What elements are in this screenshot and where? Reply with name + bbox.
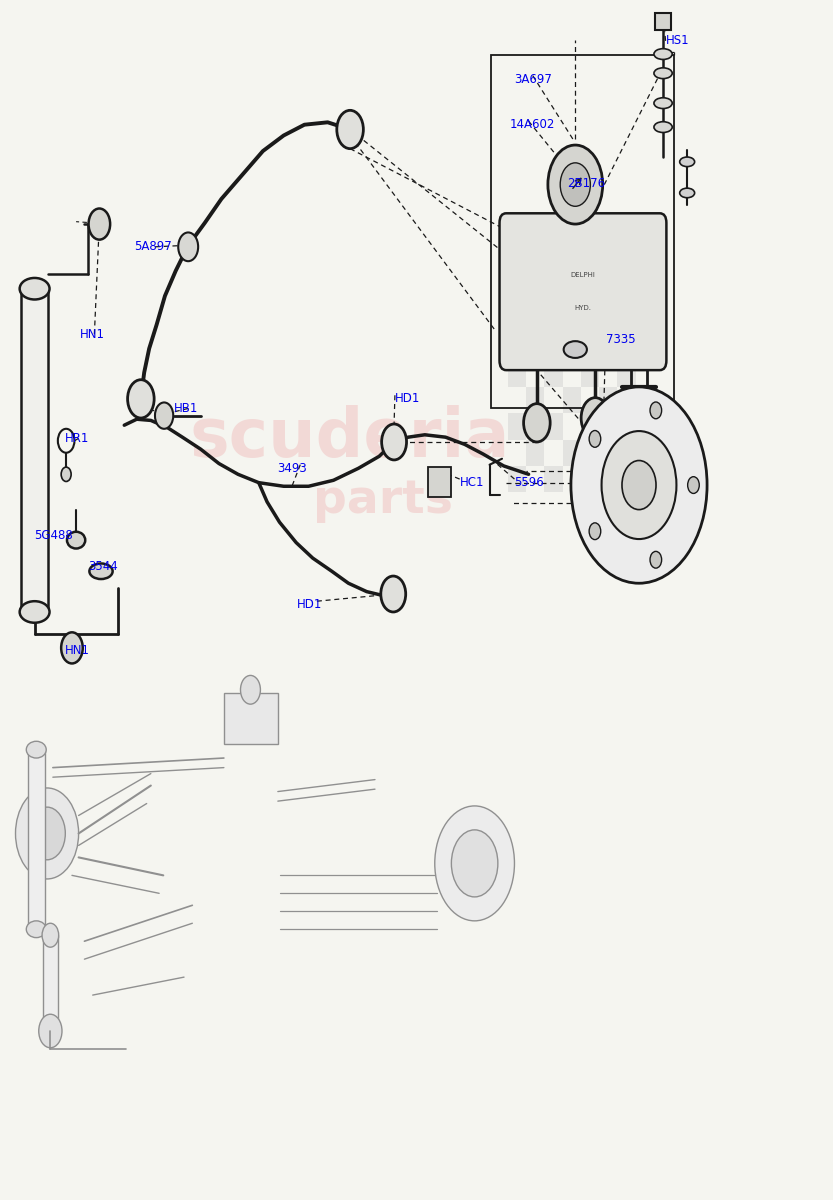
Text: 5596: 5596 <box>515 476 544 490</box>
Bar <box>562 386 581 413</box>
Text: 14A602: 14A602 <box>510 119 555 131</box>
Text: HN1: HN1 <box>64 643 89 656</box>
Bar <box>544 360 562 386</box>
Bar <box>581 360 599 386</box>
Bar <box>599 335 617 360</box>
Bar <box>562 439 581 466</box>
Text: 5G488: 5G488 <box>35 529 73 542</box>
Circle shape <box>337 110 363 149</box>
Text: HD1: HD1 <box>395 392 421 406</box>
Text: HS1: HS1 <box>666 35 689 47</box>
Bar <box>526 335 544 360</box>
Bar <box>617 413 636 439</box>
Bar <box>599 439 617 466</box>
Text: HN1: HN1 <box>80 328 105 341</box>
Ellipse shape <box>67 532 85 548</box>
Bar <box>562 335 581 360</box>
Bar <box>544 466 562 492</box>
Bar <box>491 55 674 408</box>
Circle shape <box>88 209 110 240</box>
Bar <box>28 750 44 929</box>
Ellipse shape <box>89 564 112 580</box>
Text: DELPHI: DELPHI <box>571 272 596 278</box>
Text: HYD.: HYD. <box>575 305 591 311</box>
Ellipse shape <box>20 601 49 623</box>
Circle shape <box>127 379 154 418</box>
Circle shape <box>589 431 601 448</box>
Ellipse shape <box>20 278 49 300</box>
Bar <box>636 386 654 413</box>
FancyBboxPatch shape <box>500 214 666 370</box>
Ellipse shape <box>654 97 672 108</box>
Circle shape <box>381 576 406 612</box>
Bar <box>636 439 654 466</box>
Ellipse shape <box>680 188 695 198</box>
Bar <box>581 413 599 439</box>
Bar <box>508 413 526 439</box>
Circle shape <box>548 145 603 224</box>
Text: HC1: HC1 <box>460 476 484 490</box>
Circle shape <box>571 386 707 583</box>
Bar <box>581 308 599 335</box>
Circle shape <box>581 397 610 438</box>
Ellipse shape <box>27 920 46 937</box>
Circle shape <box>42 923 58 947</box>
Ellipse shape <box>27 742 46 758</box>
Bar <box>508 466 526 492</box>
Bar <box>599 386 617 413</box>
Circle shape <box>601 431 676 539</box>
Circle shape <box>16 788 78 878</box>
Text: 3A697: 3A697 <box>515 73 552 85</box>
Text: 5A897: 5A897 <box>134 240 172 253</box>
Text: 3544: 3544 <box>88 560 118 572</box>
Circle shape <box>561 163 591 206</box>
Bar <box>508 308 526 335</box>
Circle shape <box>622 461 656 510</box>
Bar <box>655 13 671 30</box>
Text: parts: parts <box>313 478 453 523</box>
Circle shape <box>241 676 261 704</box>
Bar <box>581 466 599 492</box>
Text: HB1: HB1 <box>174 402 198 415</box>
Circle shape <box>688 476 699 493</box>
Ellipse shape <box>564 341 587 358</box>
Text: 2B176: 2B176 <box>567 176 606 190</box>
Bar <box>636 335 654 360</box>
Bar <box>428 467 451 497</box>
Bar <box>617 360 636 386</box>
Bar <box>22 289 47 612</box>
Bar <box>526 386 544 413</box>
Ellipse shape <box>654 121 672 132</box>
Bar <box>617 308 636 335</box>
Text: 3493: 3493 <box>277 462 307 475</box>
Text: scuderia: scuderia <box>190 406 511 472</box>
Circle shape <box>178 233 198 262</box>
Circle shape <box>589 523 601 540</box>
Text: HR1: HR1 <box>64 432 89 445</box>
Circle shape <box>61 632 82 664</box>
Circle shape <box>435 806 515 920</box>
Text: 7335: 7335 <box>606 332 636 346</box>
Circle shape <box>29 808 65 859</box>
Bar <box>224 694 278 744</box>
Bar <box>544 308 562 335</box>
Circle shape <box>61 467 71 481</box>
Ellipse shape <box>654 68 672 79</box>
Ellipse shape <box>654 49 672 60</box>
Circle shape <box>650 402 661 419</box>
Circle shape <box>155 402 173 428</box>
Bar <box>508 360 526 386</box>
Circle shape <box>382 424 407 460</box>
Circle shape <box>650 551 661 568</box>
Text: HD1: HD1 <box>297 599 322 611</box>
Circle shape <box>524 403 550 442</box>
Bar <box>526 439 544 466</box>
Circle shape <box>451 830 498 896</box>
Bar <box>43 935 57 1031</box>
Circle shape <box>39 1014 62 1048</box>
Bar <box>544 413 562 439</box>
Bar <box>617 466 636 492</box>
Ellipse shape <box>680 157 695 167</box>
